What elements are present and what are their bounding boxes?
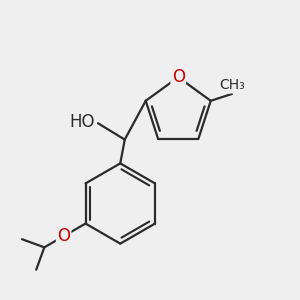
Text: HO: HO <box>70 113 95 131</box>
Text: O: O <box>172 68 185 86</box>
Text: O: O <box>57 227 70 245</box>
Text: CH₃: CH₃ <box>219 78 245 92</box>
